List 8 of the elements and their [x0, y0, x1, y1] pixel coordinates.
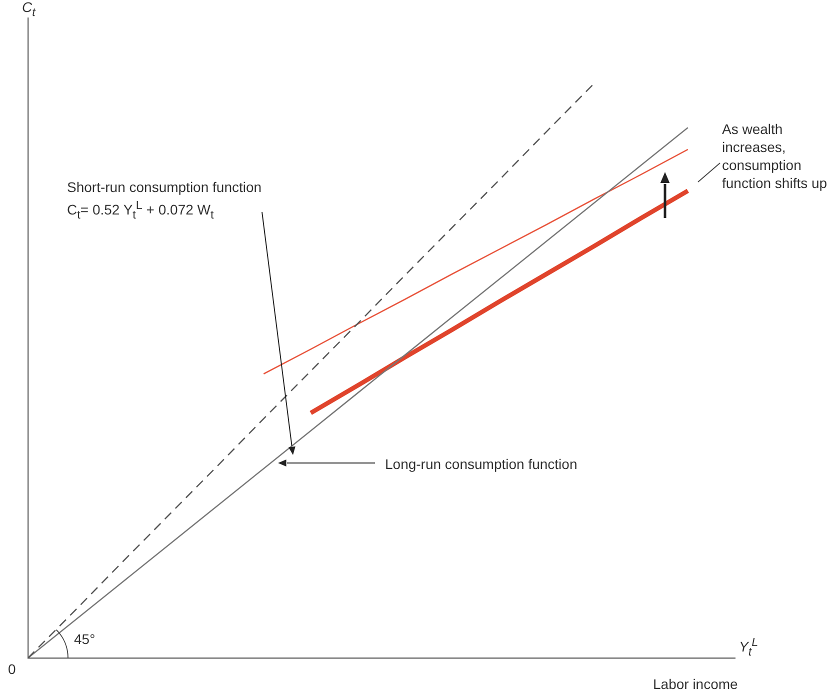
text: 0: [8, 660, 16, 678]
annotation: Long-run consumption function: [385, 455, 578, 473]
annotation: As wealth increases, consumption function shifts up: [722, 120, 828, 192]
text: Labor income: [653, 675, 738, 693]
annotation: C$_{t}$= 0.52 Y$_{t}$$^{L}$ + 0.072 W$_{t}$: [67, 198, 214, 224]
y-axis-title: C$_{t}$: [22, 0, 36, 21]
annotation: Short-run consumption function: [67, 178, 262, 196]
annotation: 45°: [74, 630, 96, 648]
